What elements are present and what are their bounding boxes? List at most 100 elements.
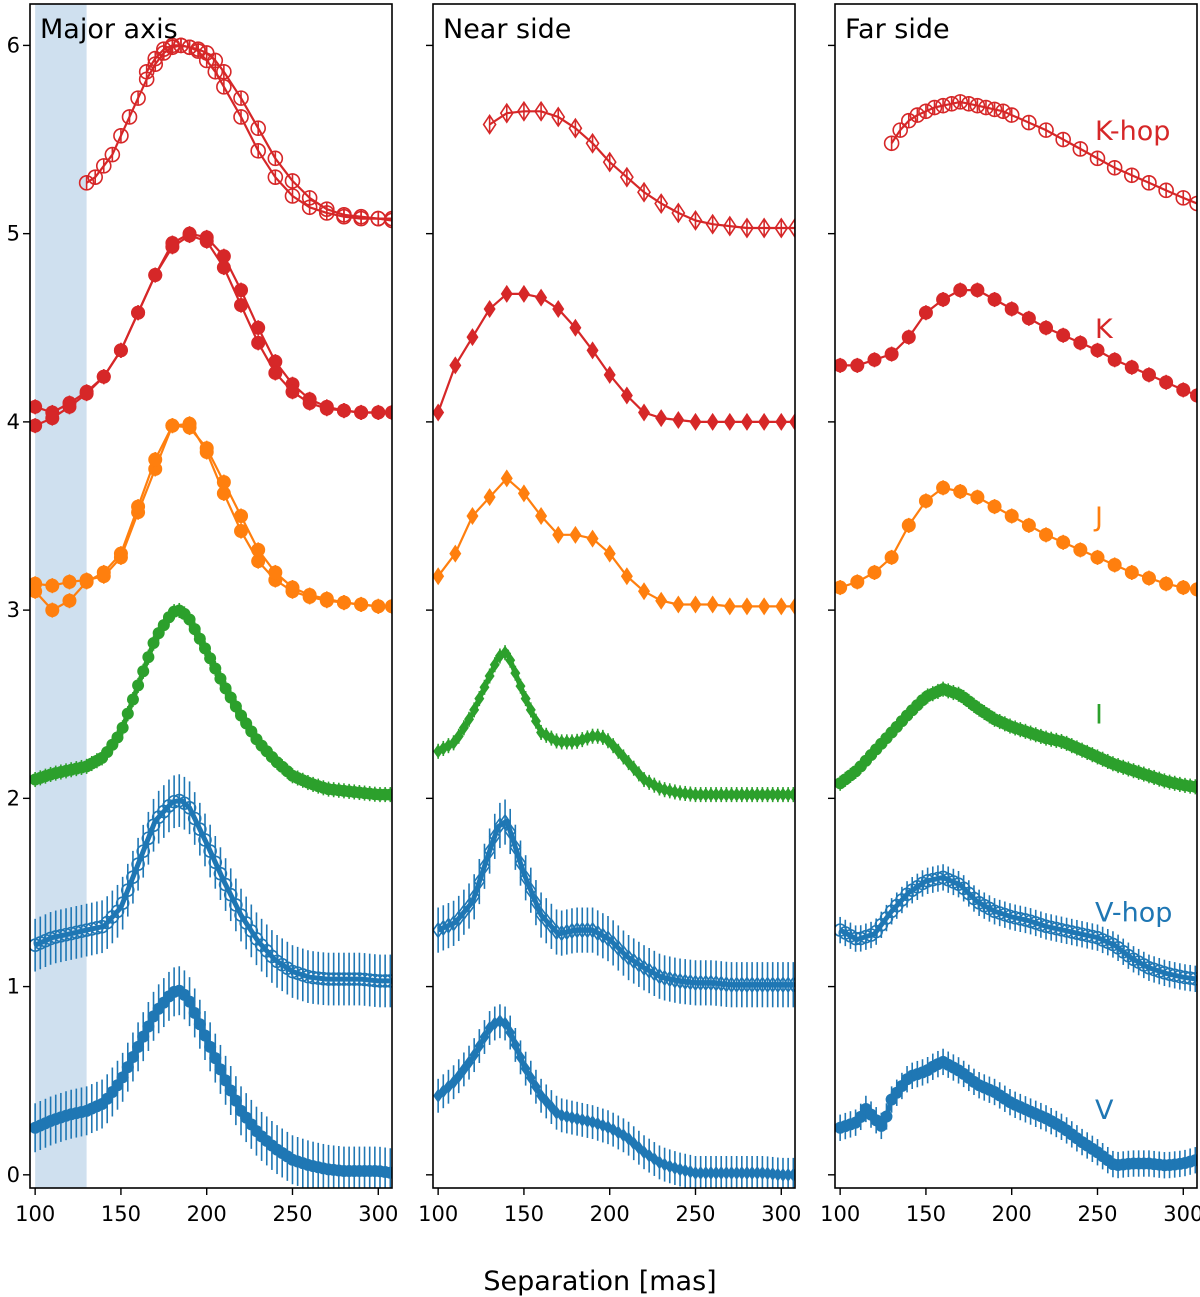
data-point xyxy=(193,822,207,837)
data-point xyxy=(777,976,789,994)
data-point xyxy=(164,37,181,54)
data-point xyxy=(671,202,686,224)
data-point xyxy=(953,283,968,298)
data-point xyxy=(655,409,668,428)
band-label: K xyxy=(1095,314,1114,345)
panel-frame xyxy=(29,3,393,1189)
series-i xyxy=(433,645,795,803)
data-point xyxy=(216,63,232,80)
data-point xyxy=(787,976,795,994)
data-point xyxy=(188,1006,201,1019)
data-point xyxy=(978,99,994,116)
data-point xyxy=(936,480,951,495)
data-point xyxy=(1158,182,1174,199)
data-point xyxy=(383,974,392,988)
data-point xyxy=(783,787,794,802)
data-point xyxy=(332,972,346,986)
data-point xyxy=(620,567,633,586)
series-line xyxy=(890,100,1197,205)
data-point xyxy=(95,158,112,174)
data-point xyxy=(182,800,197,815)
data-point xyxy=(198,833,212,847)
data-point xyxy=(1141,571,1156,586)
data-point xyxy=(690,787,701,802)
data-point xyxy=(581,921,594,939)
data-point xyxy=(463,897,476,915)
data-point xyxy=(336,595,351,610)
data-point xyxy=(1141,367,1156,382)
data-point xyxy=(464,1055,475,1070)
data-point xyxy=(229,1094,242,1107)
data-point xyxy=(879,911,894,925)
data-point xyxy=(251,554,266,569)
data-point xyxy=(706,412,719,431)
data-point xyxy=(354,405,369,420)
data-point xyxy=(918,103,934,120)
data-point xyxy=(740,976,753,994)
data-point xyxy=(1021,114,1037,131)
data-point xyxy=(726,787,737,802)
data-point xyxy=(694,974,707,992)
chart-panel-2: 100 150 200 250 300 Near side xyxy=(418,3,801,1226)
data-point xyxy=(319,591,334,606)
x-tick-label: 250 xyxy=(675,1202,715,1226)
data-point xyxy=(142,1020,155,1033)
data-point xyxy=(529,894,542,912)
data-point xyxy=(952,94,969,110)
series-k-hop xyxy=(883,94,1197,212)
data-point xyxy=(711,1165,722,1180)
data-point xyxy=(789,597,795,616)
series-v xyxy=(30,966,392,1188)
data-point xyxy=(116,721,129,734)
data-point xyxy=(525,1070,536,1085)
data-point xyxy=(909,107,926,123)
data-point xyxy=(306,970,320,985)
data-point xyxy=(45,603,60,618)
data-point xyxy=(499,102,514,124)
data-point xyxy=(284,173,301,189)
y-tick-label: 3 xyxy=(7,598,20,622)
data-point xyxy=(336,403,351,418)
data-point xyxy=(1059,924,1074,938)
data-point xyxy=(1073,542,1088,557)
x-tick-label: 150 xyxy=(906,1202,946,1226)
data-point xyxy=(735,976,748,994)
data-point xyxy=(535,906,548,924)
series-k xyxy=(835,282,1197,404)
data-point xyxy=(736,1165,747,1180)
data-point xyxy=(165,239,180,254)
data-point xyxy=(725,976,738,994)
data-point xyxy=(181,39,198,56)
data-point xyxy=(925,872,940,887)
data-point xyxy=(943,95,960,112)
data-point xyxy=(1107,557,1122,572)
data-point xyxy=(766,976,779,994)
data-point xyxy=(1056,535,1071,550)
data-point xyxy=(1054,922,1069,937)
data-point xyxy=(137,665,150,678)
data-point xyxy=(1189,1154,1197,1167)
data-point xyxy=(142,651,155,664)
data-point xyxy=(483,842,496,860)
data-point xyxy=(716,1165,727,1180)
data-point xyxy=(867,352,882,367)
data-point xyxy=(517,484,530,503)
data-point xyxy=(699,974,712,992)
data-point xyxy=(720,975,733,993)
data-point xyxy=(1157,966,1172,980)
data-point xyxy=(585,132,600,154)
data-point xyxy=(874,918,889,932)
data-point xyxy=(302,396,317,411)
data-point xyxy=(782,976,795,994)
y-tick-label: 5 xyxy=(7,222,20,246)
data-point xyxy=(602,930,614,947)
data-point xyxy=(516,100,531,122)
data-point xyxy=(203,844,217,858)
data-point xyxy=(442,917,455,934)
data-point xyxy=(505,653,516,668)
series-k-hop xyxy=(78,37,392,227)
data-point xyxy=(721,787,732,802)
data-point xyxy=(752,1165,763,1180)
data-point xyxy=(214,1063,227,1076)
data-point xyxy=(371,405,386,420)
